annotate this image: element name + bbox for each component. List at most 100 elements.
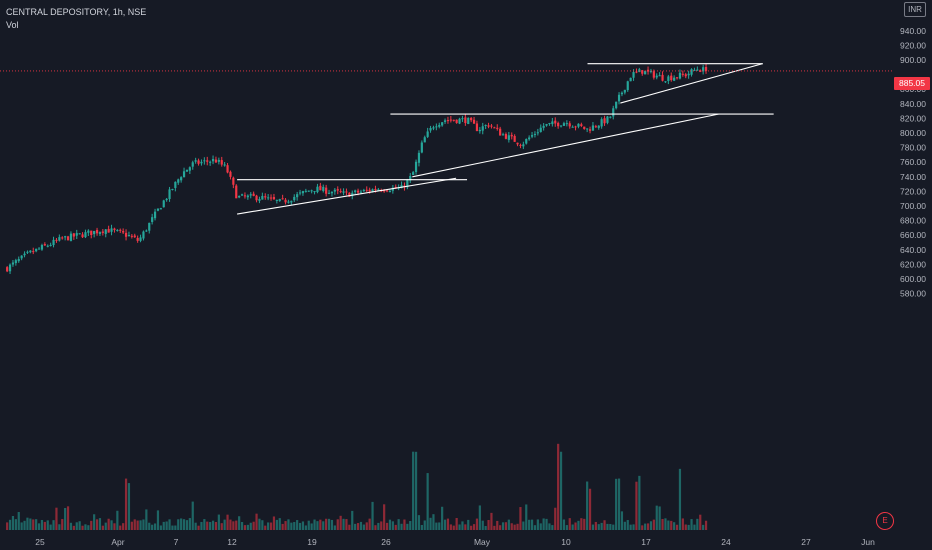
earnings-event-icon[interactable]: E xyxy=(876,512,894,530)
candle-body xyxy=(64,236,67,238)
volume-bar xyxy=(426,473,429,530)
candle-body xyxy=(443,120,447,122)
volume-bar xyxy=(243,525,247,530)
volume-bar xyxy=(513,524,516,530)
volume-bar xyxy=(214,522,218,530)
candle-body xyxy=(641,70,644,74)
volume-bar xyxy=(95,519,99,530)
volume-bar xyxy=(37,523,41,530)
candle-body xyxy=(95,229,99,234)
volume-bar xyxy=(107,518,110,530)
volume-bar xyxy=(200,521,203,530)
volume-bar xyxy=(301,521,305,530)
volume-bar xyxy=(156,510,160,530)
trend-line xyxy=(620,63,763,104)
volume-bar xyxy=(278,518,281,530)
volume-bar xyxy=(365,522,368,530)
candle-body xyxy=(168,189,171,200)
candle-body xyxy=(122,231,125,233)
candle-body xyxy=(238,195,241,198)
volume-bar xyxy=(591,524,595,530)
volume-bar xyxy=(194,522,197,530)
price-tick-label: 780.00 xyxy=(900,143,926,153)
candle-body xyxy=(348,192,351,197)
volume-bar xyxy=(313,519,316,530)
candle-body xyxy=(211,158,215,162)
volume-bar xyxy=(574,522,577,530)
candlestick-series xyxy=(6,63,708,275)
candle-body xyxy=(571,126,574,128)
candle-body xyxy=(365,189,368,191)
volume-bar xyxy=(267,522,270,530)
volume-bar xyxy=(629,524,632,530)
candle-body xyxy=(159,208,162,210)
candle-body xyxy=(278,199,281,201)
time-axis[interactable]: 25 Apr 7 12 19 26 May 10 17 24 27 Jun xyxy=(35,537,875,547)
price-tick-label: 900.00 xyxy=(900,55,926,65)
volume-bar xyxy=(296,520,299,530)
volume-bar xyxy=(142,519,145,530)
price-tick-label: 760.00 xyxy=(900,157,926,167)
candle-body xyxy=(229,171,232,177)
volume-bar xyxy=(203,519,206,530)
candle-body xyxy=(461,118,464,120)
volume-bar xyxy=(554,507,557,530)
volume-bar xyxy=(487,519,490,530)
volume-bar xyxy=(594,521,597,530)
volume-bar xyxy=(528,519,531,530)
candle-body xyxy=(481,126,484,131)
candle-body xyxy=(124,232,128,237)
volume-bar xyxy=(530,519,534,530)
price-axis[interactable]: 940.00920.00900.00860.00840.00820.00800.… xyxy=(900,26,926,299)
volume-bar xyxy=(255,513,258,530)
volume-bar xyxy=(583,518,586,530)
candle-body xyxy=(235,185,238,199)
volume-bar xyxy=(644,523,647,530)
volume-bar xyxy=(354,523,357,530)
volume-bar xyxy=(470,525,473,530)
volume-bar xyxy=(617,478,621,530)
candle-body xyxy=(49,244,52,246)
volume-bar xyxy=(478,505,481,530)
candle-body xyxy=(243,195,247,197)
volume-bar xyxy=(568,518,571,530)
volume-bar xyxy=(420,524,423,530)
volume-bar xyxy=(371,501,374,530)
candle-body xyxy=(23,253,26,256)
candle-body xyxy=(539,127,542,132)
volume-bar xyxy=(133,519,136,530)
volume-bar xyxy=(559,451,563,530)
candle-body xyxy=(133,235,136,238)
symbol-title[interactable]: CENTRAL DEPOSITORY, 1h, NSE xyxy=(6,7,147,17)
candle-body xyxy=(420,142,423,153)
volume-bar xyxy=(383,504,386,530)
currency-badge[interactable]: INR xyxy=(904,2,926,17)
candle-body xyxy=(472,119,476,124)
time-tick-label: 17 xyxy=(641,537,651,547)
candle-body xyxy=(351,192,354,197)
candle-body xyxy=(293,196,296,201)
candle-body xyxy=(383,190,386,192)
volume-bar xyxy=(330,519,334,530)
volume-bar xyxy=(159,525,162,530)
volume-bar xyxy=(545,518,548,530)
volume-bar xyxy=(661,518,664,530)
volume-label[interactable]: Vol xyxy=(6,20,19,30)
candle-body xyxy=(46,245,49,247)
volume-bar xyxy=(394,524,397,530)
price-tick-label: 680.00 xyxy=(900,216,926,226)
volume-bar xyxy=(124,478,128,530)
candle-body xyxy=(687,73,690,76)
candle-body xyxy=(298,192,302,194)
volume-bar xyxy=(55,507,58,530)
volume-bar xyxy=(429,517,432,530)
volume-bar xyxy=(174,525,177,530)
trendline-drawings xyxy=(237,63,774,215)
candle-body xyxy=(588,129,592,131)
candle-body xyxy=(142,231,145,239)
candle-body xyxy=(304,190,307,192)
candle-body xyxy=(32,251,35,253)
volume-bar xyxy=(185,520,189,530)
volume-bar xyxy=(336,519,339,530)
